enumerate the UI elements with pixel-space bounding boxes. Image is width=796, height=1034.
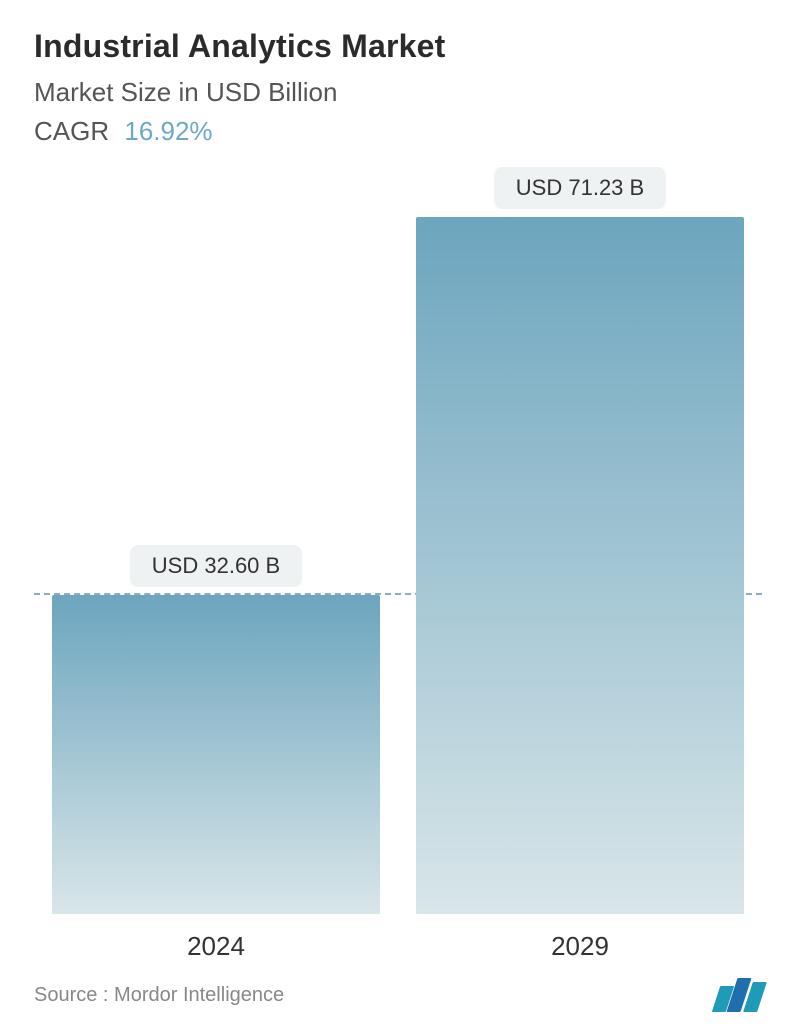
bar: [52, 595, 380, 914]
chart-footer: Source : Mordor Intelligence: [34, 978, 762, 1012]
cagr-row: CAGR 16.92%: [34, 116, 762, 147]
bar-wrap: USD 32.60 B: [52, 545, 380, 914]
source-text: Source : Mordor Intelligence: [34, 984, 284, 1007]
chart-title: Industrial Analytics Market: [34, 28, 762, 65]
bar: [416, 217, 744, 914]
chart-plot-area: USD 32.60 BUSD 71.23 B: [34, 180, 762, 914]
bar-wrap: USD 71.23 B: [416, 167, 744, 914]
cagr-value: 16.92%: [124, 116, 212, 146]
chart-subtitle: Market Size in USD Billion: [34, 77, 762, 108]
x-axis-label: 2024: [52, 931, 380, 962]
brand-logo-icon: [716, 978, 762, 1012]
x-axis-label: 2029: [416, 931, 744, 962]
chart-container: Industrial Analytics Market Market Size …: [0, 0, 796, 1034]
bars-group: USD 32.60 BUSD 71.23 B: [34, 180, 762, 914]
cagr-label: CAGR: [34, 116, 109, 146]
bar-value-badge: USD 71.23 B: [494, 167, 666, 209]
bar-value-badge: USD 32.60 B: [130, 545, 302, 587]
x-axis-labels: 2024 2029: [34, 931, 762, 962]
